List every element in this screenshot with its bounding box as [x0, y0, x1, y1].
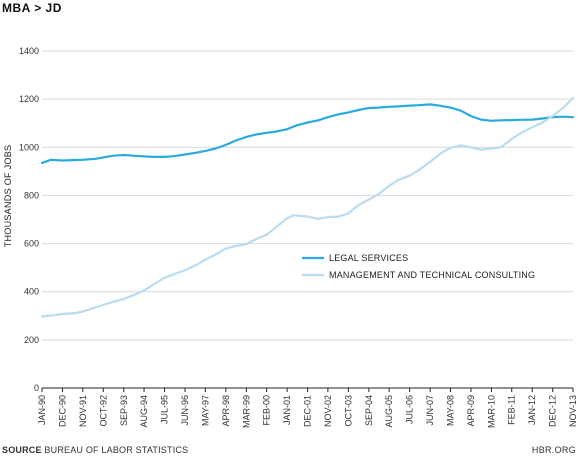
x-tick-label: MAR-99 — [241, 395, 251, 428]
legend: LEGAL SERVICES MANAGEMENT AND TECHNICAL C… — [302, 253, 535, 280]
x-tick-label: JUN-96 — [180, 395, 190, 426]
credit: HBR.ORG — [531, 445, 576, 455]
y-tick-label: 800 — [24, 190, 39, 200]
series-line-consulting — [40, 96, 575, 318]
x-tick-label: JAN-12 — [527, 395, 537, 425]
source-text: BUREAU OF LABOR STATISTICS — [44, 445, 189, 455]
x-tick-label: APR-09 — [466, 395, 476, 427]
x-tick-label: DEC-12 — [548, 395, 558, 427]
source-note: SOURCE BUREAU OF LABOR STATISTICS — [2, 445, 188, 455]
series-lines — [40, 96, 575, 318]
y-tick-label: 1000 — [19, 142, 39, 152]
y-tick-label: 1400 — [19, 46, 39, 56]
x-tick-label: NOV-91 — [78, 395, 88, 427]
source-label: SOURCE — [2, 445, 42, 455]
x-tick-label: FEB-11 — [507, 395, 517, 425]
x-tick-label: MAY-97 — [200, 395, 210, 426]
x-tick-label: AUG-94 — [139, 395, 149, 428]
y-axis-label: THOUSANDS OF JOBS — [3, 145, 13, 248]
x-tick-label: APR-98 — [221, 395, 231, 427]
x-axis-ticks: JAN-90 DEC-90 NOV-91 OCT-92 SEP-93 AUG-94 JUL-… — [37, 388, 578, 428]
x-tick-label: SEP-93 — [119, 395, 129, 426]
y-tick-label: 600 — [24, 239, 39, 249]
x-tick-label: JUN-07 — [425, 395, 435, 426]
x-tick-label: AUG-05 — [384, 395, 394, 428]
y-axis-ticks: 0 200 400 600 800 1000 1200 1400 — [19, 46, 39, 393]
series-line-legal-services — [40, 103, 575, 164]
x-tick-label: JUL-06 — [405, 395, 415, 424]
gridlines — [42, 50, 573, 341]
x-tick-label: SEP-04 — [364, 395, 374, 426]
x-tick-label: MAR-10 — [486, 395, 496, 428]
y-tick-label: 0 — [34, 383, 39, 393]
chart-title: MBA > JD — [2, 1, 62, 15]
x-tick-label: DEC-90 — [58, 395, 68, 427]
x-tick-label: DEC-01 — [303, 395, 313, 427]
legend-label-legal-services: LEGAL SERVICES — [329, 253, 408, 263]
x-tick-label: JUL-95 — [160, 395, 170, 424]
x-tick-label: JAN-90 — [37, 395, 47, 425]
legend-label-consulting: MANAGEMENT AND TECHNICAL CONSULTING — [329, 270, 535, 280]
x-tick-label: MAY-08 — [445, 395, 455, 426]
y-tick-label: 1200 — [19, 94, 39, 104]
x-tick-label: NOV-13 — [568, 395, 578, 427]
x-tick-label: OCT-92 — [98, 395, 108, 427]
x-tick-label: JAN-01 — [282, 395, 292, 425]
y-tick-label: 400 — [24, 287, 39, 297]
y-tick-label: 200 — [24, 335, 39, 345]
x-tick-label: FEB-00 — [262, 395, 272, 426]
x-tick-label: OCT-03 — [343, 395, 353, 427]
x-tick-label: NOV-02 — [323, 395, 333, 427]
